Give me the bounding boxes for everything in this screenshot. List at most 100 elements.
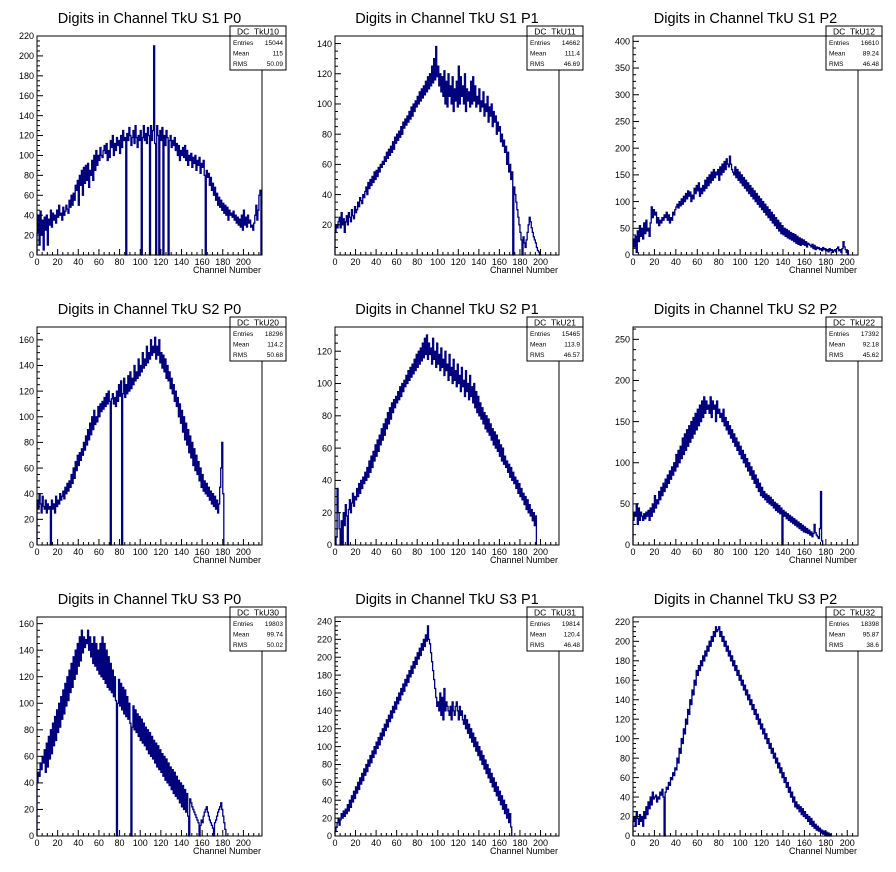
x-tick-label: 40	[73, 547, 83, 557]
x-tick-label: 120	[153, 547, 168, 557]
stats-label-mean: Mean	[530, 342, 547, 349]
plot-frame	[632, 35, 859, 256]
y-tick-label: 80	[24, 725, 34, 735]
x-tick-label: 100	[133, 547, 148, 557]
chart-title: Digits in Channel TkU S1 P2	[654, 11, 838, 27]
x-tick-label: 100	[430, 547, 445, 557]
plot-frame	[36, 616, 263, 837]
stats-label-rms: RMS	[233, 642, 248, 649]
x-tick-label: 20	[649, 838, 659, 848]
x-tick-label: 40	[371, 838, 381, 848]
y-tick-label: 20	[24, 805, 34, 815]
x-tick-label: 80	[714, 547, 724, 557]
stats-box: DC_TkU12 Entries 16610 Mean 89.24 RMS 46.48	[825, 25, 883, 71]
y-tick-label: 140	[615, 695, 630, 705]
y-tick-label: 100	[317, 99, 332, 109]
y-tick-label: 20	[24, 230, 34, 240]
x-tick-label: 120	[754, 838, 769, 848]
y-tick-label: 20	[322, 813, 332, 823]
y-tick-label: 220	[615, 617, 630, 627]
x-tick-label: 0	[630, 547, 635, 557]
y-tick-label: 120	[19, 672, 34, 682]
y-tick-label: 120	[19, 131, 34, 141]
y-tick-label: 40	[24, 778, 34, 788]
y-tick-label: 220	[317, 635, 332, 645]
stats-histogram-name: DC_TkU20	[237, 318, 279, 328]
plot-frame	[334, 616, 560, 837]
stats-box-frame	[825, 606, 883, 652]
histogram-panel-p13: Digits in Channel TkU S1 P2 0 20 40 60 80 100 1…	[615, 11, 883, 275]
x-tick-label: 80	[714, 838, 724, 848]
stats-value-mean: 89.24	[863, 51, 880, 58]
y-tick-label: 80	[620, 753, 630, 763]
y-tick-label: 200	[615, 143, 630, 153]
stats-label-entries: Entries	[530, 40, 551, 47]
x-tick-label: 40	[671, 838, 681, 848]
x-tick-label: 200	[533, 547, 548, 557]
y-tick-label: 40	[322, 190, 332, 200]
x-tick-label: 200	[236, 547, 251, 557]
stats-box-frame	[526, 606, 584, 652]
x-tick-label: 180	[215, 257, 230, 267]
stats-box: DC_TkU31 Entries 19814 Mean 120.4 RMS 46.48	[526, 606, 584, 652]
x-tick-label: 120	[451, 838, 466, 848]
x-tick-label: 60	[94, 838, 104, 848]
stats-label-rms: RMS	[530, 642, 545, 649]
stats-label-entries: Entries	[530, 331, 551, 338]
y-tick-label: 80	[322, 760, 332, 770]
y-tick-label: 200	[317, 652, 332, 662]
histogram-panel-p21: Digits in Channel TkU S2 P0 0 20 40 60 80 100 1…	[19, 302, 287, 565]
x-tick-label: 20	[351, 547, 361, 557]
y-tick-label: 80	[322, 411, 332, 421]
x-tick-label: 200	[236, 838, 251, 848]
x-tick-label: 100	[430, 838, 445, 848]
y-tick-label: 140	[317, 39, 332, 49]
y-tick-label: 160	[19, 91, 34, 101]
stats-label-rms: RMS	[530, 352, 545, 359]
x-tick-label: 20	[649, 257, 659, 267]
histogram-line	[632, 155, 850, 255]
stats-label-entries: Entries	[829, 331, 850, 338]
stats-box-frame	[229, 606, 287, 652]
stats-value-mean: 99.74	[267, 632, 284, 639]
x-tick-label: 100	[733, 257, 748, 267]
y-tick-label: 100	[615, 734, 630, 744]
stats-histogram-name: DC_TkU12	[833, 27, 875, 37]
x-tick-label: 20	[649, 547, 659, 557]
y-tick-label: 140	[19, 645, 34, 655]
y-tick-label: 80	[24, 171, 34, 181]
plot-frame	[334, 326, 560, 546]
y-tick-label: 100	[615, 458, 630, 468]
y-tick-label: 20	[620, 812, 630, 822]
y-tick-label: 100	[615, 197, 630, 207]
x-tick-label: 40	[371, 257, 381, 267]
x-tick-label: 0	[332, 547, 337, 557]
y-tick-label: 200	[615, 376, 630, 386]
y-tick-label: 180	[317, 670, 332, 680]
stats-histogram-name: DC_TkU31	[534, 608, 576, 618]
y-tick-label: 120	[317, 69, 332, 79]
histogram-panel-p11: Digits in Channel TkU S1 P0 0 20 40 60 80 100 1…	[19, 11, 287, 275]
x-tick-label: 60	[692, 257, 702, 267]
y-tick-label: 80	[322, 129, 332, 139]
x-axis-label: Channel Number	[789, 846, 857, 856]
stats-label-mean: Mean	[829, 51, 846, 58]
histogram-panel-p33: Digits in Channel TkU S3 P2 0 20 40 60 80 100 1…	[615, 592, 883, 856]
y-tick-label: 160	[19, 335, 34, 345]
x-tick-label: 160	[195, 257, 210, 267]
chart-title: Digits in Channel TkU S1 P0	[58, 11, 242, 27]
stats-box: DC_TkU11 Entries 14662 Mean 111.4 RMS 46.69	[526, 25, 584, 71]
x-tick-label: 160	[492, 257, 507, 267]
x-tick-label: 60	[392, 838, 402, 848]
y-tick-label: 60	[620, 773, 630, 783]
x-axis-label: Channel Number	[490, 555, 558, 565]
chart-title: Digits in Channel TkU S2 P1	[355, 302, 539, 318]
y-tick-label: 40	[322, 795, 332, 805]
x-tick-label: 140	[471, 257, 486, 267]
stats-label-mean: Mean	[233, 632, 250, 639]
y-tick-label: 160	[317, 688, 332, 698]
stats-box-frame	[229, 316, 287, 362]
x-tick-label: 200	[840, 547, 855, 557]
x-tick-label: 200	[533, 838, 548, 848]
x-tick-label: 60	[392, 257, 402, 267]
